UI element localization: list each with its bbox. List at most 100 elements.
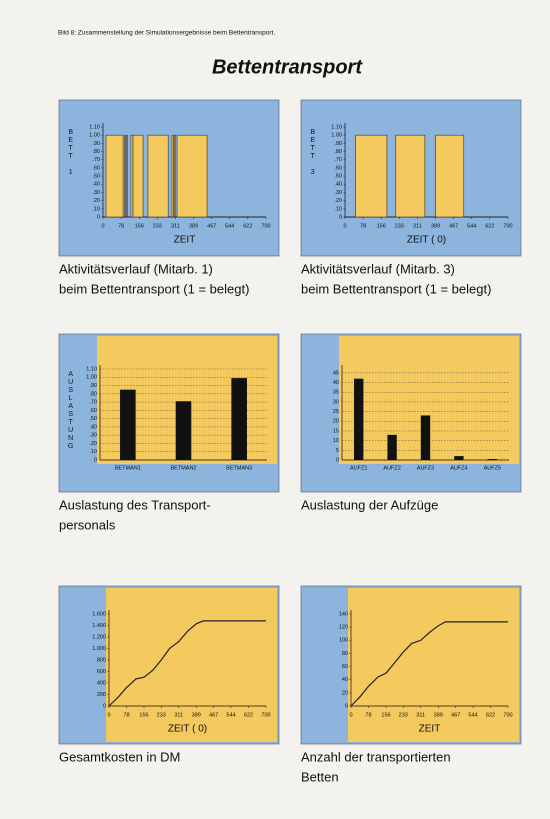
bar — [420, 415, 431, 460]
x-tick-label: 389 — [192, 712, 201, 718]
y-tick-label: 5 — [336, 448, 339, 454]
y-tick-label: .10 — [89, 449, 97, 455]
y-tick-label: 1.200 — [92, 634, 106, 640]
y-tick-label: 0 — [103, 703, 106, 709]
panel — [58, 99, 280, 257]
line — [350, 621, 508, 707]
caption: Aktivitätsverlauf (Mitarb. 1) — [59, 261, 213, 276]
x-tick-label: 389 — [431, 223, 440, 229]
page-title: Bettentransport — [212, 56, 363, 78]
x-tick-label: 467 — [209, 712, 218, 718]
y-tick-label: 45 — [333, 370, 339, 376]
x-tick-label: 156 — [139, 712, 148, 718]
y-tick-label: 1.10 — [89, 124, 100, 130]
y-tick-label: .80 — [92, 149, 100, 155]
x-tick-label: 700 — [261, 223, 270, 229]
y-tick-label: 20 — [342, 690, 348, 696]
y-tick-label: .50 — [334, 174, 342, 180]
y-tick-label: 40 — [342, 677, 348, 683]
y-tick-label: .70 — [92, 157, 100, 163]
y-tick-label: 120 — [339, 625, 348, 631]
y-tick-label: 30 — [333, 399, 339, 405]
busy-block — [105, 134, 124, 218]
y-tick-label: 40 — [333, 380, 339, 386]
y-tick-label: .50 — [89, 416, 97, 422]
y-tick-label: .90 — [334, 141, 342, 147]
x-tick-label: AUFZ4 — [450, 465, 467, 471]
busy-block — [176, 134, 208, 218]
x-tick-label: 700 — [261, 712, 270, 718]
caption: personals — [59, 517, 116, 532]
caption: Gesamtkosten in DM — [59, 749, 180, 764]
y-tick-label: .90 — [92, 141, 100, 147]
y-tick-label: 400 — [97, 680, 106, 686]
y-tick-label: .70 — [334, 157, 342, 163]
x-tick-label: 467 — [451, 712, 460, 718]
y-tick-label: 1.000 — [92, 646, 106, 652]
x-tick-label: 311 — [174, 712, 183, 718]
y-tick-label: .60 — [92, 165, 100, 171]
y-tick-label: .80 — [334, 149, 342, 155]
x-tick-label: 544 — [468, 712, 477, 718]
x-tick-label: BETMAN1 — [115, 465, 141, 471]
y-tick-label: 0 — [97, 214, 100, 220]
bar — [231, 378, 247, 460]
y-tick-label: .10 — [334, 206, 342, 212]
y-tick-label: .40 — [334, 182, 342, 188]
busy-block — [130, 134, 134, 218]
y-tick-label: 60 — [342, 664, 348, 670]
y-axis-label: BETT 3 — [309, 129, 316, 177]
bar — [175, 401, 192, 460]
y-tick-label: 35 — [333, 390, 339, 396]
y-tick-label: .60 — [334, 165, 342, 171]
y-tick-label: 20 — [333, 419, 339, 425]
y-tick-label: .30 — [334, 190, 342, 196]
x-tick-label: 700 — [503, 712, 512, 718]
x-tick-label: 622 — [244, 712, 253, 718]
x-tick-label: 233 — [399, 712, 408, 718]
x-tick-label: 544 — [226, 712, 235, 718]
x-tick-label: 700 — [503, 223, 512, 229]
y-tick-label: 1.600 — [92, 611, 106, 617]
x-tick-label: 544 — [467, 223, 476, 229]
x-tick-label: 0 — [343, 223, 346, 229]
y-tick-label: 10 — [333, 438, 339, 444]
caption: Auslastung des Transport- — [59, 497, 211, 512]
y-tick-label: 1.00 — [86, 375, 97, 381]
y-tick-label: 1.00 — [89, 133, 100, 139]
busy-block — [173, 134, 176, 218]
y-tick-label: .10 — [92, 206, 100, 212]
x-tick-label: AUFZ1 — [350, 465, 367, 471]
caption: Betten — [301, 769, 339, 784]
y-axis-label: BETT 1 — [67, 129, 74, 177]
x-tick-label: 233 — [153, 223, 162, 229]
x-tick-label: 0 — [107, 712, 110, 718]
y-tick-label: .50 — [92, 174, 100, 180]
x-tick-label: 311 — [171, 223, 180, 229]
caption: Auslastung der Aufzüge — [301, 497, 438, 512]
caption: beim Bettentransport (1 = belegt) — [301, 281, 491, 296]
y-tick-label: 1.10 — [86, 366, 97, 372]
x-axis-label: ZEIT — [174, 235, 196, 246]
y-tick-label: 0 — [339, 214, 342, 220]
y-tick-label: 140 — [339, 611, 348, 617]
x-tick-label: 389 — [189, 223, 198, 229]
x-axis-label: ZEIT — [419, 724, 441, 735]
x-axis-label: ZEIT ( 0) — [168, 724, 207, 735]
y-axis-label: AUSLASTUNG — [67, 371, 74, 451]
plot-area — [106, 588, 277, 742]
busy-block — [395, 134, 426, 218]
caption: Anzahl der transportierten — [301, 749, 451, 764]
x-tick-label: 78 — [365, 712, 371, 718]
caption: Aktivitätsverlauf (Mitarb. 3) — [301, 261, 455, 276]
plot-area — [348, 588, 519, 742]
x-tick-label: 389 — [434, 712, 443, 718]
x-axis-label: ZEIT ( 0) — [407, 235, 446, 246]
y-tick-label: 1.400 — [92, 623, 106, 629]
bar — [354, 378, 364, 460]
x-tick-label: 233 — [157, 712, 166, 718]
y-tick-label: .20 — [334, 198, 342, 204]
caption: beim Bettentransport (1 = belegt) — [59, 281, 249, 296]
y-tick-label: .30 — [89, 433, 97, 439]
